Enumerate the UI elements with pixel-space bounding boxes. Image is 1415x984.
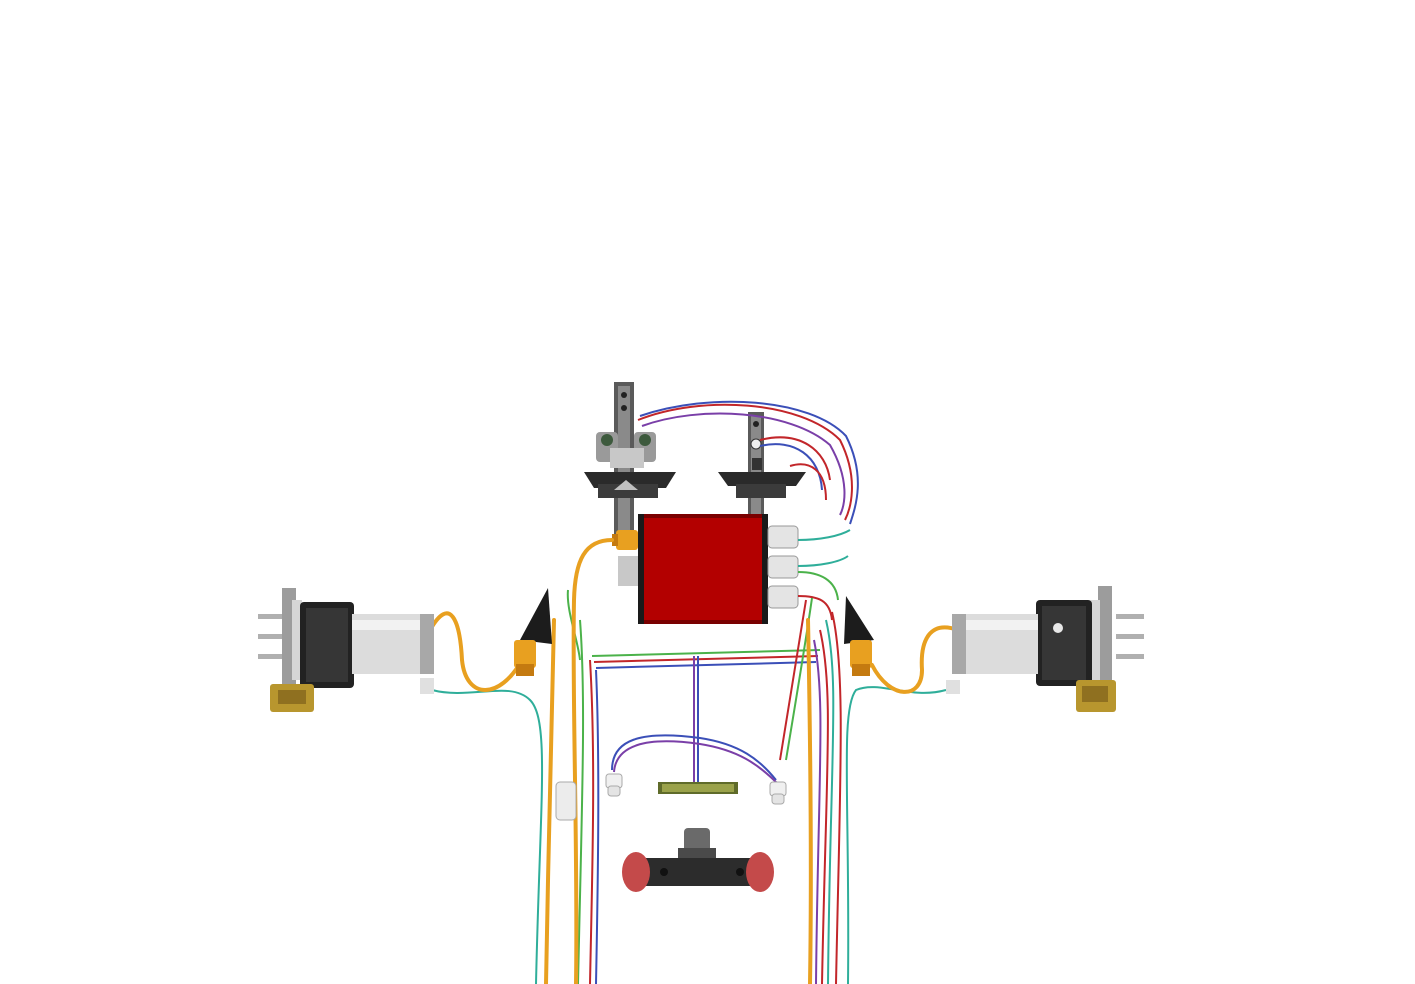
orange-power-cables <box>428 538 960 984</box>
right-cable-connector <box>844 596 874 676</box>
left-motor-assembly <box>258 588 434 712</box>
left-sensor <box>605 773 623 797</box>
display-module <box>658 782 738 794</box>
right-sensor <box>769 781 787 805</box>
left-upper-bracket <box>584 382 676 542</box>
wiring-harness <box>431 400 947 984</box>
bottom-mount <box>622 828 774 892</box>
controller-box <box>612 514 799 624</box>
left-cable-connector <box>514 588 552 676</box>
right-upper-bracket <box>718 412 806 522</box>
left-junction-box <box>555 781 577 821</box>
right-motor-assembly <box>946 586 1144 712</box>
